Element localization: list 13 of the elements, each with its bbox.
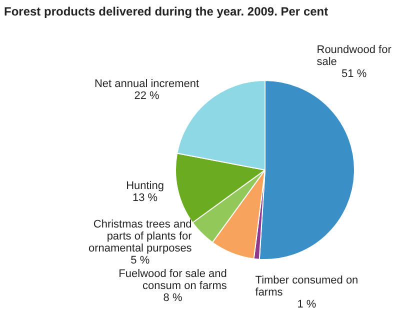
data-label: 1 % [297,298,316,311]
slice-label: Net annual increment [94,78,200,90]
data-label: 13 % [132,192,158,204]
data-label: 8 % [163,292,182,304]
slice-label: Timber consumed on farms [255,274,358,299]
data-label: 22 % [134,90,160,102]
slice-label: Hunting [126,180,164,192]
chart-title: Forest products delivered during the year. 2009. Per cent [4,4,328,18]
slice-label: Roundwood for sale [316,44,392,68]
slice-label: Christmas trees and parts of plants for ornamental purposes [88,218,192,255]
data-label: 5 % [130,254,150,267]
slice-label: Fuelwood for sale and consum on farms [118,268,228,292]
data-label: 51 % [342,68,367,80]
